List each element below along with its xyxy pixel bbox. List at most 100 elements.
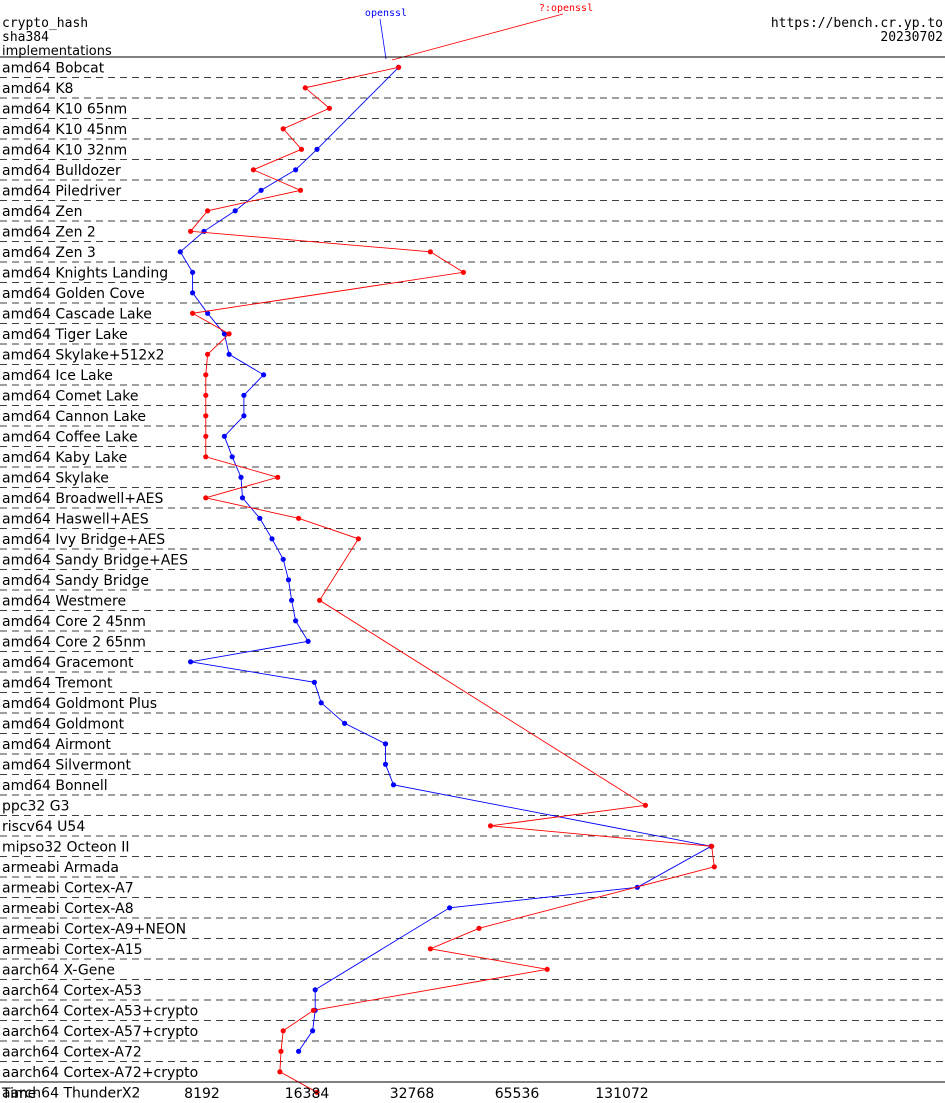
category-label: aarch64 Cortex-A53 (2, 983, 142, 999)
data-point-openssl (239, 495, 246, 501)
data-point-openssl (226, 351, 232, 357)
data-point-openssl (232, 208, 238, 214)
data-point-q-openssl (427, 946, 433, 952)
data-point-q-openssl (203, 454, 209, 460)
category-label: amd64 Silvermont (2, 757, 132, 773)
data-point-q-openssl (278, 1048, 284, 1054)
category-label: aarch64 Cortex-A72 (2, 1044, 142, 1060)
chart-header: crypto_hash sha384 implementations https… (0, 3, 945, 61)
data-point-openssl (285, 577, 292, 583)
data-point-q-openssl (711, 864, 717, 870)
data-point-q-openssl (203, 372, 209, 378)
data-point-q-openssl (396, 64, 402, 70)
data-point-openssl (342, 720, 348, 726)
data-point-openssl (289, 597, 295, 603)
data-point-q-openssl (203, 413, 209, 419)
data-point-openssl (261, 372, 267, 378)
category-label: amd64 Core 2 45nm (2, 614, 146, 630)
category-label: amd64 Sandy Bridge (2, 573, 149, 589)
data-point-openssl (382, 741, 389, 747)
data-point-openssl (221, 331, 227, 337)
data-point-q-openssl (280, 1028, 286, 1034)
data-point-openssl (241, 413, 247, 419)
category-label: amd64 Ivy Bridge+AES (2, 532, 165, 548)
data-point-openssl (238, 474, 244, 480)
series-line-q-openssl (189, 66, 715, 1093)
category-label: amd64 Sandy Bridge+AES (2, 552, 188, 568)
data-point-openssl (293, 618, 299, 624)
data-point-openssl (311, 679, 317, 685)
data-point-q-openssl (317, 597, 323, 603)
data-point-q-openssl (476, 925, 482, 931)
data-point-openssl (177, 249, 183, 255)
category-label: amd64 Broadwell+AES (2, 491, 163, 507)
category-label: armeabi Armada (2, 860, 119, 876)
data-point-openssl (201, 228, 207, 234)
data-point-q-openssl (203, 433, 209, 439)
openssl-label-leader (379, 18, 387, 60)
data-point-openssl (257, 515, 263, 521)
data-point-q-openssl (226, 331, 232, 337)
data-point-q-openssl (275, 474, 281, 480)
category-label: amd64 Bulldozer (2, 163, 121, 179)
data-point-openssl (296, 1048, 302, 1054)
x-tick-label: 32768 (390, 1086, 435, 1102)
data-point-openssl (190, 290, 196, 296)
category-label: amd64 Comet Lake (2, 388, 139, 404)
category-label: aarch64 X-Gene (2, 962, 115, 978)
data-point-q-openssl (427, 249, 433, 255)
data-point-q-openssl (203, 392, 209, 398)
data-point-openssl (241, 392, 247, 398)
x-tick-label: 65536 (495, 1086, 540, 1102)
category-rows: amd64 Bobcat amd64 K8 amd64 K10 65nm amd64 … (0, 60, 945, 1101)
data-point-openssl (229, 454, 235, 460)
data-point-q-openssl (188, 228, 194, 234)
data-point-q-openssl (302, 85, 308, 91)
category-label: amd64 Golden Cove (2, 286, 145, 302)
data-point-openssl (205, 310, 211, 316)
category-label: aarch64 Cortex-A57+crypto (2, 1024, 198, 1040)
data-point-openssl (390, 782, 397, 788)
category-label: amd64 Ice Lake (2, 368, 113, 384)
data-point-openssl (190, 269, 196, 275)
data-point-q-openssl (642, 802, 649, 808)
site-url: https://bench.cr.yp.to (771, 16, 943, 31)
category-label: amd64 Cannon Lake (2, 409, 146, 425)
category-label: amd64 K10 45nm (2, 122, 127, 138)
x-tick-label: 8192 (184, 1086, 220, 1102)
category-label: amd64 Bobcat (2, 60, 105, 76)
data-point-q-openssl (487, 823, 494, 829)
data-point-q-openssl (190, 310, 196, 316)
category-label: amd64 Goldmont Plus (2, 696, 157, 712)
category-label: amd64 Haswell+AES (2, 511, 149, 527)
category-label: armeabi Cortex-A7 (2, 880, 134, 896)
data-point-q-openssl (326, 105, 332, 111)
data-point-q-openssl (297, 187, 304, 193)
data-point-q-openssl (205, 351, 211, 357)
category-label: amd64 Zen 3 (2, 245, 96, 261)
data-point-q-openssl (250, 167, 256, 173)
data-point-q-openssl (460, 269, 466, 275)
category-label: amd64 Tremont (2, 675, 113, 691)
data-point-q-openssl (709, 843, 715, 849)
data-point-openssl (318, 700, 324, 706)
x-axis-title: Time (1, 1086, 36, 1102)
data-point-q-openssl (298, 146, 305, 152)
category-label: amd64 Skylake+512x2 (2, 347, 164, 363)
series-label-openssl: openssl (365, 8, 407, 19)
series-lines (177, 64, 717, 1095)
data-point-q-openssl (277, 1069, 283, 1075)
category-label: amd64 Piledriver (2, 183, 121, 199)
data-point-openssl (269, 536, 275, 542)
data-point-q-openssl (203, 495, 209, 501)
category-label: amd64 K10 32nm (2, 142, 127, 158)
data-point-q-openssl (314, 1089, 320, 1095)
category-label: mipso32 Octeon II (2, 839, 130, 855)
data-point-q-openssl (544, 966, 550, 972)
data-point-q-openssl (296, 515, 302, 521)
category-label: aarch64 Cortex-A53+crypto (2, 1003, 198, 1019)
implementations-label: implementations (2, 44, 112, 59)
category-label: amd64 Bonnell (2, 778, 108, 794)
data-point-openssl (280, 556, 286, 562)
category-label: riscv64 U54 (2, 819, 85, 835)
